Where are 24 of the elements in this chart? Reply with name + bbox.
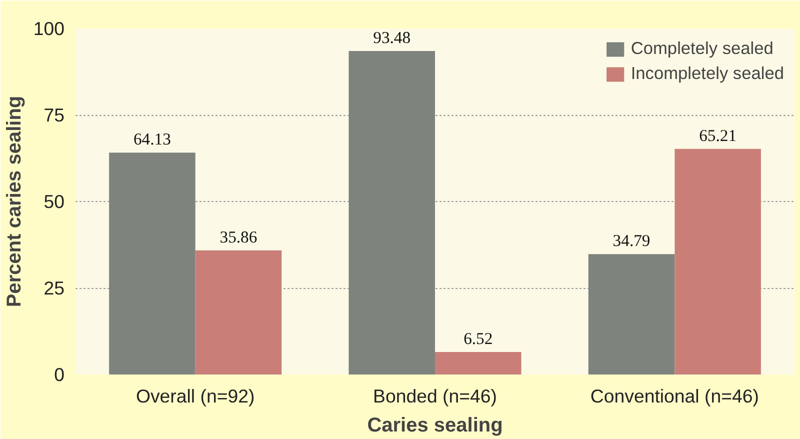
x-axis-title: Caries sealing [367, 414, 503, 436]
bar [588, 254, 675, 374]
y-tick-label: 0 [54, 364, 65, 385]
legend-label: Incompletely sealed [630, 63, 784, 84]
x-tick-label: Conventional (n=46) [590, 386, 759, 406]
data-label: 34.79 [612, 231, 650, 250]
y-tick-label: 50 [44, 191, 65, 212]
x-tick-label: Overall (n=92) [136, 386, 255, 406]
y-tick-label: 75 [44, 104, 65, 126]
y-tick-label: 25 [44, 278, 65, 298]
legend-label: Completely sealed [630, 38, 774, 59]
y-axis-title: Percent caries sealing [3, 96, 26, 308]
data-label: 64.13 [133, 130, 171, 149]
data-label: 93.48 [373, 28, 411, 48]
x-tick-label: Bonded (n=46) [373, 386, 497, 406]
data-label: 6.52 [464, 328, 493, 348]
y-tick-label: 100 [33, 18, 65, 39]
bar [109, 152, 196, 374]
data-label: 65.21 [699, 126, 737, 145]
bar [195, 250, 282, 374]
data-label: 35.86 [220, 227, 258, 246]
bar [435, 352, 522, 374]
bar [348, 51, 435, 374]
bar [674, 148, 761, 374]
